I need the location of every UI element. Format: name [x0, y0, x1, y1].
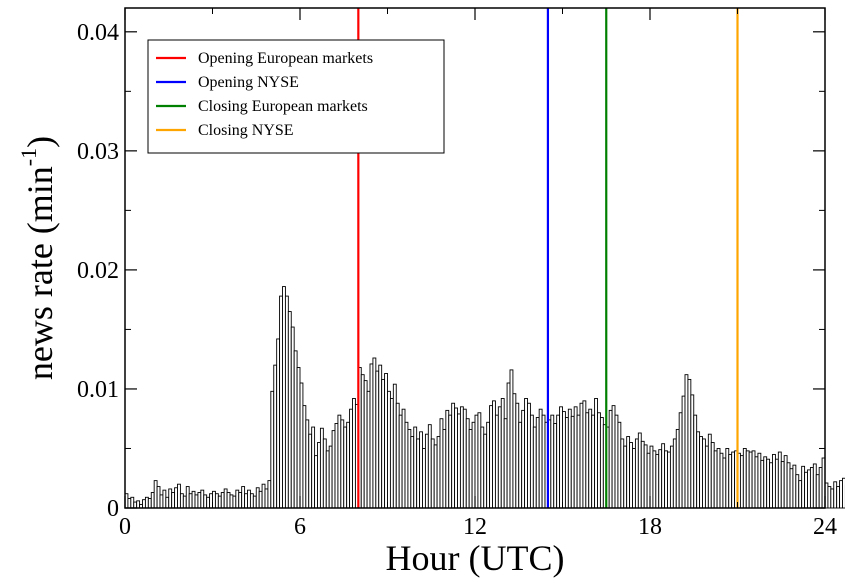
- legend-box: [147, 39, 445, 154]
- y-axis-title-main: news rate (min: [20, 166, 60, 380]
- y-axis-title: news rate (min-1): [16, 136, 60, 380]
- legend-label: Opening NYSE: [198, 74, 299, 91]
- y-tick-label: 0: [107, 496, 119, 522]
- x-axis-title: Hour (UTC): [386, 538, 565, 578]
- y-tick-label: 0.01: [77, 377, 119, 403]
- axis-tick-labels: 0 6 12 18 24 0 0.01 0.02 0.03 0.04: [77, 20, 837, 540]
- y-tick-label: 0.04: [77, 20, 119, 46]
- svg-text:news rate (min-1): news rate (min-1): [16, 136, 60, 380]
- axis-ticks: [124, 8, 826, 509]
- legend-label: Closing NYSE: [198, 122, 294, 139]
- x-tick-label: 18: [638, 514, 662, 540]
- x-tick-label: 24: [813, 514, 837, 540]
- histogram-bar: [842, 477, 845, 509]
- y-tick-label: 0.02: [77, 258, 119, 284]
- y-tick-label: 0.03: [77, 139, 119, 165]
- legend: Opening European markets Opening NYSE Clos…: [147, 39, 445, 154]
- y-axis-title-close: ): [20, 136, 60, 148]
- x-tick-label: 0: [119, 514, 131, 540]
- legend-label: Closing European markets: [198, 98, 368, 115]
- legend-label: Opening European markets: [198, 50, 373, 67]
- x-tick-label: 6: [294, 514, 306, 540]
- y-axis-title-superscript: -1: [16, 148, 41, 166]
- market-event-lines: [357, 8, 739, 508]
- x-tick-label: 12: [463, 514, 487, 540]
